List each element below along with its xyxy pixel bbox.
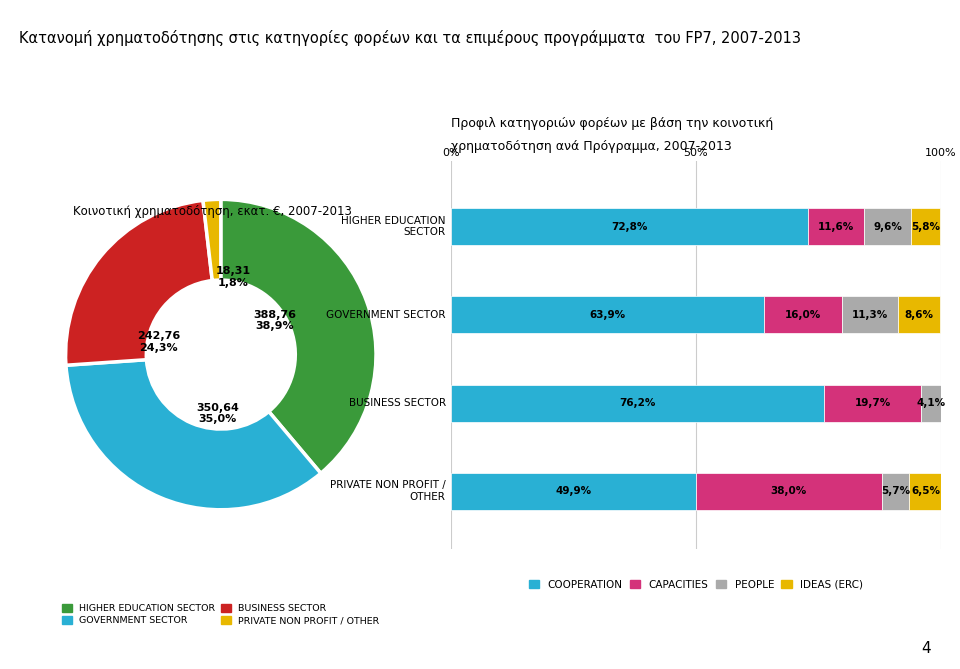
Bar [881, 473, 909, 510]
Text: 49,9%: 49,9% [555, 486, 591, 496]
Text: 11,6%: 11,6% [818, 221, 854, 231]
Text: 5,7%: 5,7% [881, 486, 910, 496]
Text: 38,0%: 38,0% [771, 486, 806, 496]
Text: 18,31
1,8%: 18,31 1,8% [216, 266, 251, 288]
Text: 350,64
35,0%: 350,64 35,0% [196, 403, 239, 424]
Text: 242,76
24,3%: 242,76 24,3% [137, 331, 180, 353]
Text: 388,76
38,9%: 388,76 38,9% [253, 310, 297, 331]
Wedge shape [221, 199, 376, 473]
Text: 4,1%: 4,1% [916, 398, 946, 408]
Bar [451, 296, 764, 333]
Wedge shape [65, 201, 212, 365]
Bar [764, 296, 842, 333]
Bar [842, 296, 898, 333]
Bar [909, 473, 942, 510]
Bar [898, 296, 940, 333]
Text: 63,9%: 63,9% [589, 310, 626, 320]
Text: 19,7%: 19,7% [854, 398, 891, 408]
Bar [695, 473, 881, 510]
Text: 4: 4 [922, 641, 931, 656]
Bar [911, 208, 940, 246]
Wedge shape [66, 360, 321, 510]
Bar [825, 385, 921, 421]
Bar [451, 208, 807, 246]
Text: χρηματοδότηση ανά Πρόγραμμα, 2007-2013: χρηματοδότηση ανά Πρόγραμμα, 2007-2013 [451, 140, 732, 153]
Text: Κατανομή χρηματοδότησης στις κατηγορίες φορέων και τα επιμέρους προγράμματα  του: Κατανομή χρηματοδότησης στις κατηγορίες … [19, 30, 802, 46]
Text: 76,2%: 76,2% [619, 398, 656, 408]
Bar [807, 208, 864, 246]
Text: 5,8%: 5,8% [911, 221, 940, 231]
Text: 72,8%: 72,8% [612, 221, 648, 231]
Text: 9,6%: 9,6% [874, 221, 902, 231]
Bar [921, 385, 941, 421]
Text: 16,0%: 16,0% [785, 310, 822, 320]
Text: 11,3%: 11,3% [852, 310, 888, 320]
Bar [451, 385, 825, 421]
Text: 8,6%: 8,6% [904, 310, 933, 320]
Text: Κοινοτική χρηματοδότηση, εκατ. €, 2007-2013: Κοινοτική χρηματοδότηση, εκατ. €, 2007-2… [73, 205, 352, 218]
Legend: COOPERATION, CAPACITIES, PEOPLE, IDEAS (ERC): COOPERATION, CAPACITIES, PEOPLE, IDEAS (… [525, 575, 867, 594]
Wedge shape [203, 199, 221, 280]
Bar [451, 473, 695, 510]
Legend: HIGHER EDUCATION SECTOR, GOVERNMENT SECTOR, BUSINESS SECTOR, PRIVATE NON PROFIT : HIGHER EDUCATION SECTOR, GOVERNMENT SECT… [59, 601, 383, 630]
Text: 6,5%: 6,5% [911, 486, 940, 496]
Bar [864, 208, 911, 246]
Text: Προφιλ κατηγοριών φορέων με βάση την κοινοτική: Προφιλ κατηγοριών φορέων με βάση την κοι… [451, 116, 774, 130]
